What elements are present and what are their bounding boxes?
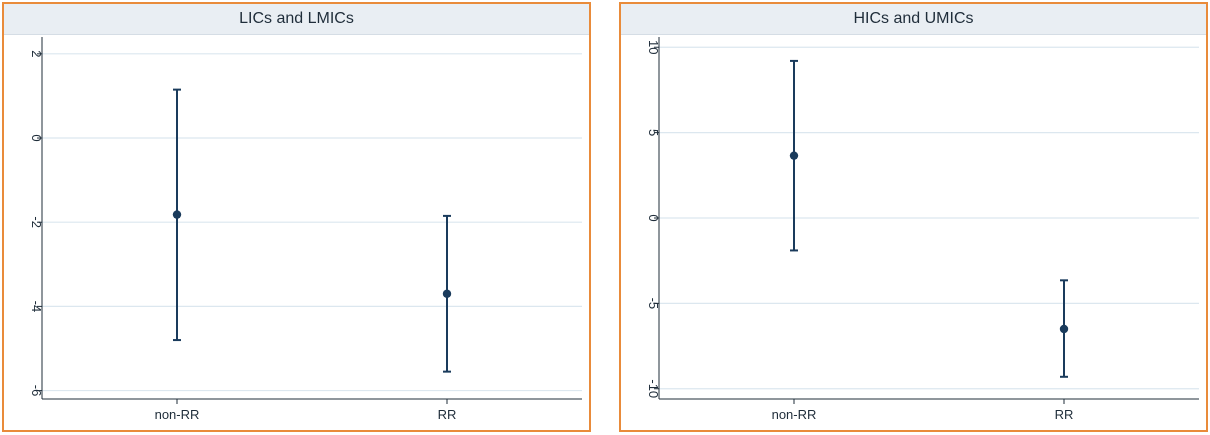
y-tick-label: -4 — [29, 301, 44, 313]
chart-panel-lics-lmics: LICs and LMICs 2 0 -2 -4 -6 non-RR RR — [2, 2, 591, 432]
y-tick-label: 0 — [29, 134, 44, 141]
plot-background — [42, 37, 582, 399]
x-tick-label: non-RR — [155, 407, 200, 422]
x-tick-label: RR — [1055, 407, 1074, 422]
y-tick-label: -2 — [29, 216, 44, 228]
point-estimate — [789, 151, 799, 160]
y-tick-label: 0 — [646, 214, 661, 221]
chart-plot-area: 2 0 -2 -4 -6 non-RR RR — [29, 37, 582, 422]
point-estimate — [442, 289, 452, 298]
y-tick-label: 10 — [646, 40, 661, 54]
point-estimate — [172, 210, 182, 219]
y-tick-label: -10 — [646, 379, 661, 398]
chart-title: HICs and UMICs — [621, 4, 1206, 35]
x-tick-label: non-RR — [772, 407, 817, 422]
chart-panel-hics-umics: HICs and UMICs 10 5 0 -5 -10 non-RR RR — [619, 2, 1208, 432]
chart-plot-area: 10 5 0 -5 -10 non-RR RR — [646, 37, 1199, 422]
y-tick-label: 5 — [646, 129, 661, 136]
y-tick-label: -6 — [29, 385, 44, 397]
y-tick-label: -5 — [646, 298, 661, 310]
x-tick-label: RR — [438, 407, 457, 422]
y-tick-label: 2 — [29, 50, 44, 57]
point-estimate — [1059, 324, 1069, 334]
chart-title: LICs and LMICs — [4, 4, 589, 35]
